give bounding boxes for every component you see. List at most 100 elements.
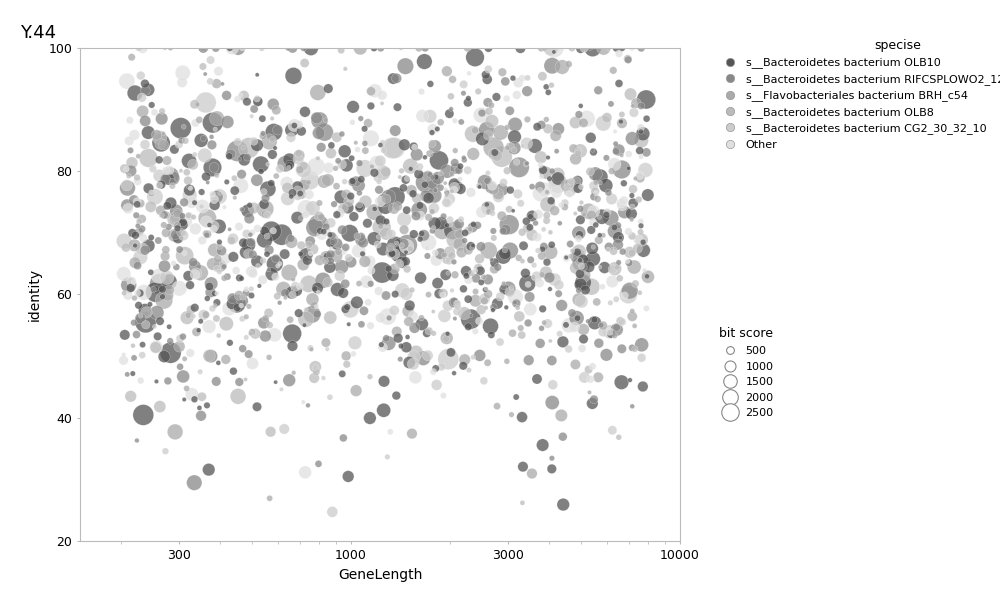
- Point: [243, 329, 259, 338]
- Point: [426, 329, 442, 338]
- Point: [281, 376, 297, 385]
- Point: [524, 469, 540, 478]
- Point: [346, 212, 362, 221]
- Point: [311, 198, 327, 208]
- Point: [568, 263, 584, 273]
- Point: [130, 151, 146, 161]
- Point: [616, 178, 632, 188]
- Point: [359, 218, 375, 228]
- Point: [570, 148, 586, 158]
- Point: [425, 177, 441, 187]
- Point: [452, 174, 468, 184]
- Point: [171, 342, 187, 352]
- Text: Y.44: Y.44: [20, 24, 56, 42]
- Point: [548, 131, 564, 141]
- Point: [451, 219, 467, 228]
- Point: [295, 260, 311, 269]
- Point: [540, 319, 556, 328]
- Point: [127, 88, 143, 98]
- Point: [449, 221, 465, 231]
- Point: [293, 249, 309, 258]
- Point: [179, 168, 195, 177]
- Point: [206, 195, 222, 204]
- Point: [174, 136, 190, 145]
- Point: [310, 283, 326, 293]
- Point: [338, 189, 354, 199]
- Point: [281, 267, 297, 277]
- Point: [533, 172, 549, 182]
- Point: [117, 330, 133, 340]
- Point: [284, 341, 300, 351]
- Point: [157, 261, 173, 271]
- Point: [441, 109, 457, 118]
- Point: [614, 118, 630, 128]
- Point: [516, 241, 532, 251]
- Point: [427, 141, 443, 151]
- Point: [147, 322, 163, 332]
- Point: [140, 153, 156, 163]
- Point: [398, 343, 414, 352]
- Point: [446, 368, 462, 378]
- Point: [507, 297, 523, 307]
- Point: [381, 313, 397, 323]
- Point: [398, 248, 414, 257]
- Point: [453, 184, 469, 194]
- Point: [551, 289, 567, 299]
- Point: [118, 164, 134, 174]
- Point: [318, 338, 334, 347]
- Point: [355, 249, 371, 258]
- Point: [586, 192, 602, 201]
- Point: [611, 433, 627, 442]
- Point: [378, 194, 394, 204]
- Point: [563, 177, 579, 186]
- Point: [387, 192, 403, 202]
- Point: [206, 288, 222, 298]
- Point: [371, 232, 387, 242]
- Point: [571, 258, 587, 268]
- Point: [537, 185, 553, 194]
- Point: [186, 394, 202, 404]
- Point: [445, 226, 461, 236]
- Point: [431, 156, 447, 165]
- Point: [564, 43, 580, 53]
- Point: [167, 231, 183, 240]
- Point: [583, 210, 599, 220]
- Point: [435, 288, 451, 298]
- Point: [164, 181, 180, 191]
- Point: [465, 219, 481, 229]
- Point: [383, 243, 399, 253]
- Point: [254, 44, 270, 53]
- Point: [196, 310, 212, 320]
- Point: [573, 44, 589, 53]
- Point: [305, 203, 321, 213]
- Point: [351, 200, 367, 210]
- Point: [175, 332, 191, 341]
- Point: [209, 114, 225, 123]
- Point: [624, 43, 640, 53]
- Point: [161, 222, 177, 232]
- Point: [142, 299, 158, 309]
- Point: [313, 142, 329, 152]
- Point: [205, 118, 221, 127]
- Point: [572, 230, 588, 239]
- Point: [387, 143, 403, 153]
- Point: [552, 329, 568, 338]
- Point: [127, 241, 143, 251]
- Point: [474, 108, 490, 118]
- Point: [394, 258, 410, 267]
- Point: [161, 277, 177, 287]
- Point: [519, 224, 535, 233]
- Point: [241, 143, 257, 153]
- Point: [374, 222, 390, 232]
- Point: [147, 284, 163, 293]
- Point: [394, 285, 410, 295]
- Point: [344, 177, 360, 187]
- Point: [624, 133, 640, 143]
- Point: [456, 153, 472, 162]
- Point: [499, 94, 515, 103]
- Point: [156, 352, 172, 361]
- Point: [582, 374, 598, 384]
- Point: [221, 304, 237, 313]
- Point: [264, 150, 280, 159]
- Point: [362, 321, 378, 331]
